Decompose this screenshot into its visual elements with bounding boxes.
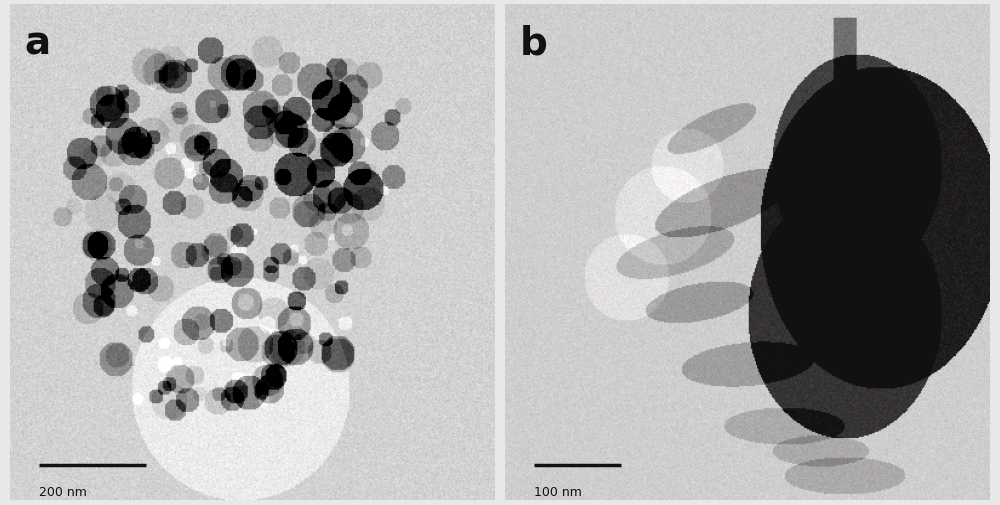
Text: b: b [520,25,547,63]
Text: 200 nm: 200 nm [39,485,87,498]
Text: a: a [25,25,51,63]
Text: 100 nm: 100 nm [534,485,582,498]
